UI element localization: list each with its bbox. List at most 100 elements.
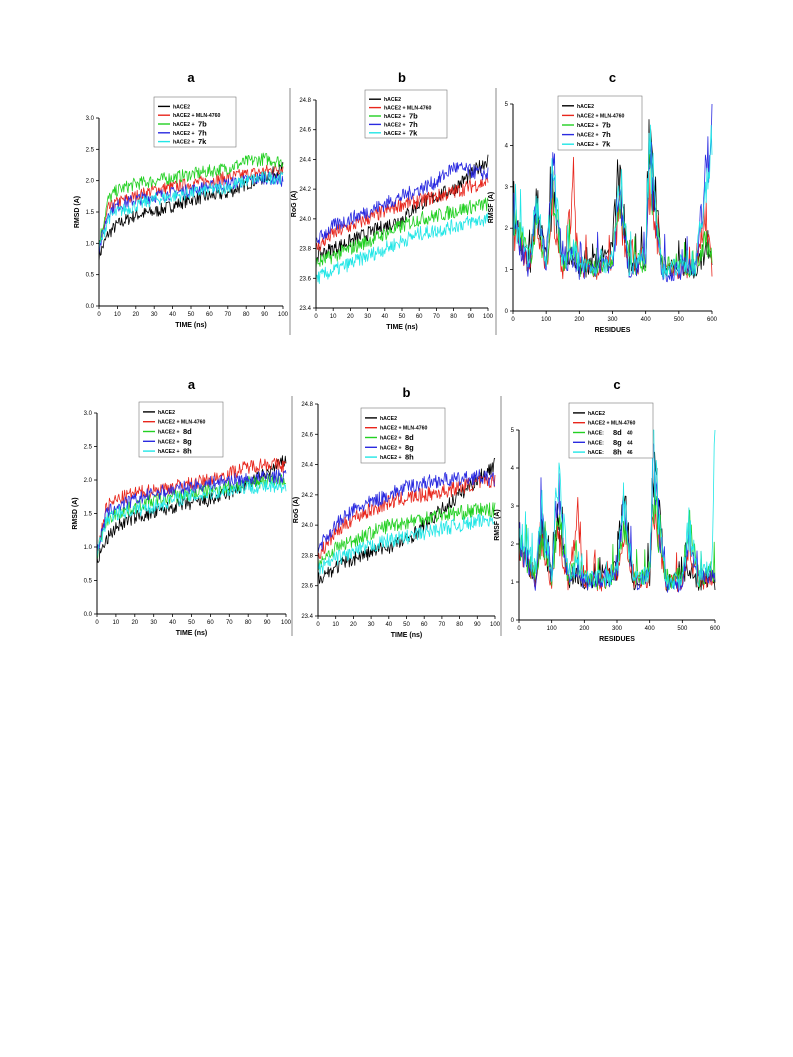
y-tick-label: 2.0 [84,478,93,484]
y-tick-label: 1.5 [86,210,95,216]
y-tick-label: 0.0 [86,304,95,310]
x-tick-label: 10 [330,314,337,320]
legend-label: hACE: [588,450,604,456]
y-tick-label: 4 [505,143,509,149]
chart-panel-3: c 0 100 200 300 400 500 600 0 1 2 3 4 5 RESIDUES RMSF (… [488,70,718,334]
x-tick-label: 60 [207,620,214,626]
legend-label: hACE2 + MLN-4760 [588,421,636,427]
legend-compound-label: 7k [602,140,611,149]
x-tick-label: 10 [332,622,339,628]
legend-label: hACE2 + MLN-4760 [158,420,206,426]
y-tick-label: 24.8 [301,402,313,408]
y-tick-label: 23.4 [301,614,313,620]
y-axis-label: RoG (A) [293,497,300,523]
y-tick-label: 2.5 [84,445,93,451]
series-line-4 [315,162,489,245]
legend-compound-label: 7b [198,120,207,129]
charts-group: a0 10 20 30 40 50 60 70 80 90 1000.00.51.01.52.02.… [72,70,721,643]
x-tick-label: 70 [224,312,231,318]
series-line-3 [317,502,496,570]
y-tick-label: 23.8 [301,553,313,559]
x-tick-label: 70 [433,314,440,320]
x-tick-label: 400 [641,317,652,323]
x-tick-label: 200 [579,626,590,632]
x-tick-label: 100 [281,620,292,626]
y-tick-label: 2 [505,226,509,232]
x-axis-label: TIME (ns) [386,324,418,331]
y-tick-label: 1 [505,268,509,274]
y-tick-label: 1 [511,580,515,586]
series-line-3 [315,197,489,271]
legend: hACE2 hACE2 + MLN-4760 hACE2 + 8d hACE2 + 8g h… [360,407,446,464]
y-tick-label: 0.5 [84,579,93,585]
legend-label: hACE: [588,440,604,446]
legend-box [138,401,224,458]
x-tick-label: 600 [707,317,718,323]
legend-label: hACE2 + [577,142,598,148]
x-axis-label: RESIDUES [595,327,631,334]
x-tick-label: 30 [364,314,371,320]
legend-compound-label: 8g [613,438,622,447]
legend-compound-label: 8h [405,453,414,462]
y-axis-label: RMSD (A) [72,497,79,529]
x-tick-label: 40 [169,312,176,318]
series-line-5 [96,479,287,559]
legend-label: hACE2 + [380,455,401,461]
legend-label: hACE2 + [577,123,598,129]
panel-title: c [609,70,616,85]
legend-label: hACE2 + [380,436,401,442]
y-tick-label: 1.0 [86,241,95,247]
x-tick-label: 80 [450,314,457,320]
x-tick-label: 10 [114,312,121,318]
x-tick-label: 10 [113,620,120,626]
y-tick-label: 2 [511,542,515,548]
legend-label: hACE2 + [384,131,405,137]
y-axis-label: RMSF (A) [488,192,495,224]
legend-label: hACE2 + [173,131,194,137]
series-line-4 [96,469,287,558]
legend-box [557,95,643,151]
legend-extra-label: 46 [627,450,633,456]
legend-compound-label: 7b [602,121,611,130]
x-tick-label: 80 [243,312,250,318]
legend-label: hACE2 + MLN-4760 [384,106,432,112]
x-tick-label: 50 [403,622,410,628]
legend: hACE2 hACE2 + MLN-4760 hACE2 + 8d hACE2 + 8g h… [138,401,224,458]
legend: hACE2 hACE2 + MLN-4760 hACE: 8d 40 hACE: 8g 44 h… [568,402,654,459]
y-tick-label: 24.8 [299,98,311,104]
x-tick-label: 0 [511,317,515,323]
legend-label: hACE2 + MLN-4760 [380,426,428,432]
panel-title: c [613,377,620,392]
x-tick-label: 90 [474,622,481,628]
legend-label: hACE2 [173,104,190,110]
y-tick-label: 24.6 [301,432,313,438]
legend-compound-label: 8d [613,428,622,437]
legend-compound-label: 8g [405,443,414,452]
y-axis-label: RMSD (A) [74,196,81,228]
legend: hACE2 hACE2 + MLN-4760 hACE2 + 7b hACE2 + 7h h… [557,95,643,151]
y-tick-label: 24.2 [299,187,311,193]
y-tick-label: 23.6 [301,584,313,590]
x-tick-label: 0 [314,314,318,320]
legend-label: hACE2 + MLN-4760 [173,113,221,119]
legend-compound-label: 7h [198,128,207,137]
legend: hACE2 hACE2 + MLN-4760 hACE2 + 7b hACE2 + 7h h… [153,96,237,148]
legend-compound-label: 8d [183,427,192,436]
chart-panel-1: a 0 10 20 30 40 50 60 70 80 90 100 0.0 0.5 1.0 1.5 2.0 2.… [74,70,289,329]
series-line-5 [512,124,713,280]
x-tick-label: 50 [188,312,195,318]
x-tick-label: 20 [132,312,139,318]
x-tick-label: 70 [226,620,233,626]
legend-box [153,96,237,148]
x-tick-label: 80 [245,620,252,626]
series-line-5 [518,429,716,591]
x-tick-label: 40 [385,622,392,628]
panel-title: b [398,70,406,85]
y-tick-label: 1.5 [84,512,93,518]
x-tick-label: 300 [607,317,618,323]
chart-panel-6: c 0 100 200 300 400 500 600 0 1 2 3 4 5 RESIDUES RMSF (… [494,377,721,643]
x-tick-label: 0 [95,620,99,626]
x-tick-label: 60 [416,314,423,320]
y-tick-label: 3 [511,504,515,510]
